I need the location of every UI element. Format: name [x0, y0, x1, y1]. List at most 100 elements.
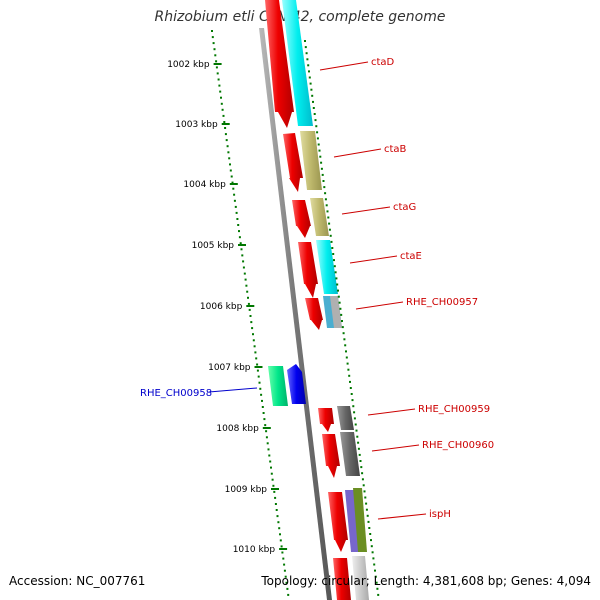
scale-dot	[224, 127, 227, 129]
leader-RHE_CH00959	[367, 408, 416, 416]
scale-label: 1005 kbp	[192, 241, 235, 251]
scale-dot	[252, 339, 255, 342]
scale-dot	[330, 240, 333, 243]
gene-label-ctaE[interactable]: ctaE	[400, 251, 422, 262]
scale-dot	[274, 496, 277, 499]
scale-dot	[308, 70, 310, 73]
scale-dot	[285, 581, 288, 584]
scale-dot	[243, 272, 246, 275]
scale-dot	[277, 521, 280, 524]
scale-dot	[347, 368, 350, 371]
scale-dot	[249, 315, 252, 317]
scale-dot	[361, 478, 364, 481]
feature-RHE_CH00957-b	[330, 296, 342, 328]
gene-label-ctaB[interactable]: ctaB	[384, 144, 407, 155]
scale-dot	[357, 447, 360, 450]
scale-dot	[279, 533, 281, 536]
scale-label: 1008 kbp	[216, 424, 259, 434]
scale-dot	[255, 357, 258, 360]
scale-dot	[308, 76, 311, 79]
scale-dot	[316, 131, 319, 134]
scale-dot	[282, 557, 285, 560]
scale-dot	[304, 40, 306, 42]
scale-dot	[234, 205, 237, 208]
scale-dot	[253, 345, 256, 348]
gene-label-ctaD[interactable]: ctaD	[371, 57, 395, 68]
scale-dot	[236, 218, 239, 220]
scale-dot	[326, 210, 329, 213]
scale-dot	[219, 90, 222, 93]
scale-dot	[261, 399, 263, 402]
cds-ctaG	[292, 200, 311, 238]
feature-ctaB	[300, 131, 322, 190]
scale-dot	[365, 502, 368, 505]
scale-dot	[321, 173, 324, 176]
scale-dot	[364, 496, 367, 499]
scale-dot	[325, 204, 328, 207]
scale-dot	[324, 198, 327, 201]
scale-dot	[311, 94, 314, 97]
scale-label: 1009 kbp	[225, 485, 268, 495]
scale-dot	[247, 296, 249, 299]
scale-dot	[372, 557, 375, 560]
scale-tick	[246, 305, 255, 307]
scale-dot	[213, 48, 216, 51]
scale-dot	[374, 569, 376, 572]
scale-dot	[356, 435, 359, 438]
scale-dot	[344, 344, 347, 347]
scale-dot	[215, 60, 218, 63]
scale-dot	[212, 42, 215, 45]
scale-dot	[274, 503, 277, 505]
scale-dot	[264, 424, 267, 427]
feature-strip-top	[282, 0, 313, 126]
scale-dot	[376, 587, 379, 590]
feature-RHE_CH00960	[340, 432, 360, 476]
scale-dot	[275, 509, 278, 511]
map-title: Rhizobium etli CFN 42, complete genome	[154, 9, 446, 25]
scale-dot	[312, 107, 315, 109]
scale-dot	[258, 381, 261, 384]
scale-dot	[231, 181, 234, 184]
scale-tick	[262, 427, 271, 429]
gene-label-ctaG[interactable]: ctaG	[393, 202, 416, 213]
scale-dot	[339, 307, 342, 310]
scale-dot	[337, 295, 340, 298]
gene-label-RHE_CH00960[interactable]: RHE_CH00960	[422, 440, 494, 451]
scale-dot	[363, 490, 366, 493]
scale-dot	[216, 72, 219, 75]
leader-RHE_CH00960	[371, 444, 420, 452]
scale-tick	[238, 244, 246, 246]
gene-label-RHE_CH00959[interactable]: RHE_CH00959	[418, 404, 490, 415]
gene-label-ispH[interactable]: ispH	[429, 509, 451, 520]
scale-dot	[340, 313, 343, 316]
scale-dot	[353, 417, 356, 420]
scale-dot	[221, 108, 224, 111]
scale-dot	[271, 478, 274, 481]
scale-tick	[221, 123, 230, 125]
feature-ispH-purple	[345, 490, 360, 552]
gene-label-RHE_CH00958[interactable]: RHE_CH00958	[140, 388, 212, 399]
scale-dot	[342, 332, 345, 335]
accession-text: Accession: NC_007761	[9, 574, 146, 588]
scale-dot	[242, 266, 245, 269]
scale-dot	[248, 308, 251, 311]
scale-dot	[265, 430, 268, 433]
scale-dot	[211, 30, 213, 32]
scale-dot	[333, 259, 335, 262]
scale-dot	[259, 387, 262, 390]
scale-dot	[329, 234, 332, 237]
scale-dot	[327, 216, 330, 219]
scale-dot	[371, 551, 374, 554]
scale-dot	[256, 363, 259, 366]
feature-ctaG	[310, 198, 329, 236]
scale-dot	[366, 514, 369, 517]
scale-dot	[313, 113, 316, 115]
scale-dot	[284, 575, 287, 578]
scale-dot	[361, 472, 364, 475]
gene-label-RHE_CH00957[interactable]: RHE_CH00957	[406, 297, 478, 308]
scale-dot	[232, 187, 235, 190]
scale-dot	[226, 145, 229, 148]
scale-dot	[215, 66, 218, 69]
scale-dot	[337, 289, 339, 292]
